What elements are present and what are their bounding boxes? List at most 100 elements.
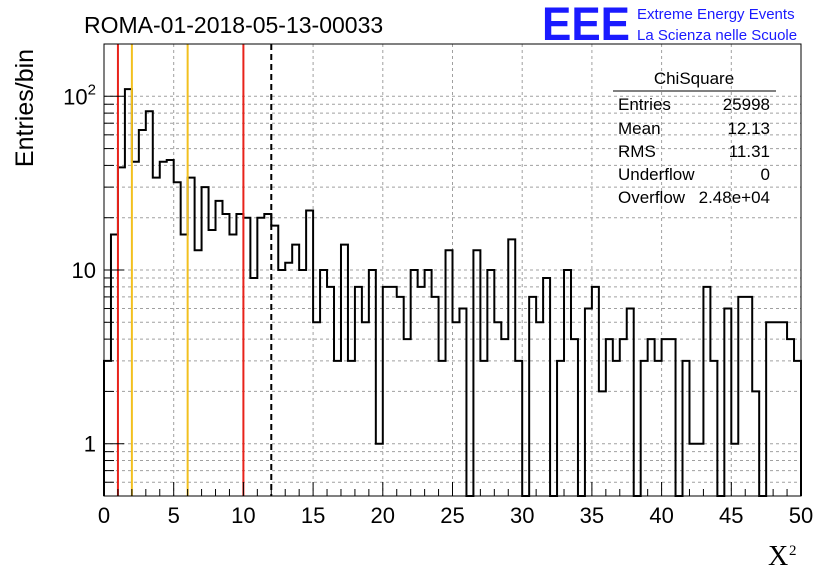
histogram-bin <box>669 339 676 496</box>
histogram-bin <box>738 297 745 496</box>
histogram-bin <box>439 361 446 496</box>
histogram-bin <box>745 297 752 496</box>
histogram-bin <box>264 214 271 496</box>
histogram-bin <box>494 322 501 496</box>
histogram-bin <box>571 339 578 496</box>
histogram-layer <box>103 88 802 497</box>
grid-layer <box>104 44 801 496</box>
x-tick-label: 25 <box>440 503 464 528</box>
histogram-bin <box>536 322 543 496</box>
histogram-bin <box>515 361 522 496</box>
stats-label-entries: Entries <box>618 95 671 114</box>
histogram-bin <box>146 111 153 496</box>
histogram-bin <box>543 278 550 496</box>
histogram-bin <box>648 339 655 496</box>
histogram-bin <box>446 250 453 496</box>
histogram-bin <box>397 297 404 496</box>
logo-line-2: La Scienza nelle Scuole <box>637 27 797 44</box>
histogram-bin <box>592 287 599 496</box>
histogram-bin <box>696 444 703 496</box>
y-tick-label: 102 <box>63 81 96 109</box>
histogram-bin <box>606 339 613 496</box>
histogram-bin <box>787 339 794 496</box>
histogram-bin <box>188 178 195 496</box>
histogram-bin <box>529 297 536 496</box>
histogram-bin <box>655 361 662 496</box>
stats-label-mean: Mean <box>618 119 661 138</box>
histogram-bin <box>181 235 188 496</box>
x-tick-label: 0 <box>98 503 110 528</box>
histogram-bin <box>418 287 425 496</box>
stats-value-mean: 12.13 <box>727 119 770 138</box>
histogram-bin <box>271 226 278 496</box>
histogram-bin <box>404 339 411 496</box>
x-tick-label: 40 <box>649 503 673 528</box>
histogram-bin <box>104 361 111 496</box>
histogram-bin <box>355 287 362 496</box>
histogram-bin <box>599 391 606 496</box>
histogram-bin <box>557 361 564 496</box>
histogram-bin <box>369 270 376 496</box>
histogram-bin <box>383 287 390 496</box>
x-tick-label: 50 <box>789 503 813 528</box>
x-tick-label: 35 <box>580 503 604 528</box>
histogram-bin <box>202 187 209 496</box>
histogram-bin <box>501 339 508 496</box>
histogram-bin <box>773 322 780 496</box>
histogram-bin <box>320 270 327 496</box>
stats-value-overflow: 2.48e+04 <box>699 188 770 207</box>
stats-value-entries: 25998 <box>723 95 770 114</box>
stats-label-rms: RMS <box>618 142 656 161</box>
histogram-bin <box>153 178 160 496</box>
eee-logo: EEE Extreme Energy Events La Scienza nel… <box>542 0 797 50</box>
histogram-bin <box>710 361 717 496</box>
histogram-bin <box>620 339 627 496</box>
histogram-bin <box>752 391 759 496</box>
histogram-bin <box>160 162 167 496</box>
histogram-bin <box>432 297 439 496</box>
stats-value-underflow: 0 <box>761 165 770 184</box>
histogram-bin <box>480 361 487 496</box>
histogram-bin <box>250 278 257 496</box>
histogram-bin <box>362 322 369 496</box>
histogram-bin <box>299 270 306 496</box>
histogram-bin <box>689 444 696 496</box>
histogram-bin <box>167 160 174 496</box>
histogram-bin <box>257 218 264 496</box>
histogram-bin <box>313 322 320 496</box>
histogram-bin <box>348 361 355 496</box>
histogram-bin <box>376 444 383 496</box>
histogram-bin <box>487 270 494 496</box>
histogram-bin <box>703 287 710 496</box>
chart-title: ROMA-01-2018-05-13-00033 <box>84 12 383 38</box>
histogram-bin <box>662 339 669 496</box>
histogram-bin <box>292 245 299 496</box>
histogram-bin <box>683 361 690 496</box>
histogram-bin <box>508 239 515 496</box>
histogram-bin <box>627 309 634 496</box>
histogram-bin <box>174 182 181 496</box>
histogram-bin <box>111 235 118 496</box>
histogram-bin <box>794 361 801 496</box>
histogram-bin <box>390 287 397 496</box>
histogram-bin <box>132 162 139 496</box>
stats-title: ChiSquare <box>654 69 734 88</box>
histogram-bin <box>613 361 620 496</box>
histogram-bin <box>222 214 229 496</box>
x-tick-label: 10 <box>231 503 255 528</box>
histogram-bin <box>285 263 292 496</box>
x-tick-label: 45 <box>719 503 743 528</box>
x-axis-label: X 2 <box>768 541 797 572</box>
histogram-bin <box>780 322 787 496</box>
x-axis-label-base: X <box>768 541 788 572</box>
x-axis-label-superscript: 2 <box>789 543 797 559</box>
logo-line-1: Extreme Energy Events <box>637 6 795 23</box>
histogram-bin <box>139 130 146 496</box>
histogram-bin <box>229 235 236 496</box>
y-tick-label-exponent: 2 <box>88 81 96 98</box>
x-tick-label: 20 <box>371 503 395 528</box>
histogram-bin <box>453 322 460 496</box>
histogram-bin <box>209 230 216 496</box>
